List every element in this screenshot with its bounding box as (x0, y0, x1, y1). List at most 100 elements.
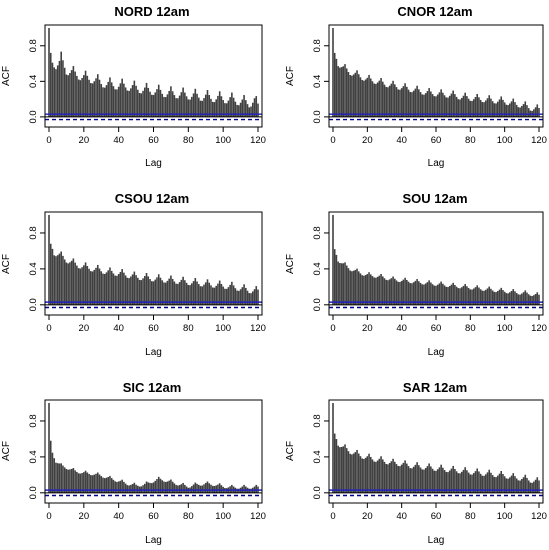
acf-bar (497, 291, 499, 305)
acf-bar (460, 97, 463, 117)
acf-bar (351, 75, 353, 117)
acf-bar (515, 478, 518, 493)
acf-panel-6: SAR 12am 0 20 40 60 80 100 120 0.0 0.4 0.8 Lag ACF (285, 380, 547, 546)
acf-bar (187, 284, 190, 305)
acf-bar (440, 464, 442, 493)
acf-bar (428, 88, 430, 117)
acf-bar (211, 287, 214, 305)
acf-bar (503, 476, 506, 493)
acf-bar (60, 463, 62, 493)
acf-bar (433, 470, 436, 493)
acf-bar (476, 93, 478, 117)
acf-panel-5: SIC 12am 0 20 40 60 80 100 120 0.0 0.4 0.8 Lag ACF (1, 380, 266, 546)
acf-bar (380, 456, 382, 493)
acf-bar (527, 108, 530, 117)
acf-bar (399, 282, 401, 305)
acf-bar (164, 282, 167, 305)
acf-bar (76, 265, 78, 305)
acf-bar (201, 485, 204, 493)
acf-bar (208, 95, 211, 117)
acf-bar (147, 482, 150, 493)
acf-bar (440, 89, 442, 117)
acf-bar (130, 484, 132, 493)
acf-bar (469, 289, 472, 305)
acf-bar (208, 282, 211, 305)
x-tick-label: 120 (250, 135, 266, 146)
acf-bar (472, 99, 475, 117)
y-tick-label: 0.4 (312, 262, 323, 275)
acf-bar (149, 91, 151, 117)
acf-bar (130, 276, 132, 305)
acf-bar (204, 282, 207, 305)
acf-bar (175, 484, 177, 493)
acf-bar (243, 95, 245, 117)
acf-bar (103, 478, 106, 493)
acf-bar (495, 103, 497, 117)
acf-bar (373, 277, 375, 305)
acf-bar (457, 99, 460, 117)
acf-bar (503, 102, 506, 117)
acf-bar (83, 472, 85, 493)
acf-bar (241, 287, 244, 305)
acf-bar (452, 90, 454, 117)
acf-bar (184, 92, 186, 117)
x-tick-label: 0 (330, 323, 335, 334)
acf-bar (184, 484, 186, 493)
y-tick-label: 0.4 (28, 450, 39, 463)
acf-bar (210, 285, 212, 305)
acf-bar (433, 285, 436, 305)
acf-bar (517, 294, 520, 305)
acf-bar (197, 284, 200, 305)
acf-bar (448, 285, 451, 305)
acf-bar (76, 75, 78, 117)
acf-bar (203, 484, 205, 493)
acf-bar (493, 103, 496, 117)
acf-bar (347, 268, 350, 305)
acf-bar (436, 469, 439, 493)
acf-bar (234, 101, 237, 117)
acf-bar (380, 77, 382, 117)
acf-bar (96, 264, 99, 305)
acf-bar (138, 279, 141, 305)
acf-bar (98, 474, 101, 493)
acf-bar (185, 96, 188, 117)
acf-bar (459, 473, 461, 493)
acf-bar (421, 94, 424, 117)
acf-bar (100, 84, 103, 117)
acf-bar (412, 90, 415, 117)
acf-bar (253, 289, 256, 305)
acf-bar (505, 478, 508, 493)
acf-bar (424, 283, 427, 305)
acf-bar (138, 93, 141, 117)
acf-bar (159, 89, 162, 117)
acf-bar (159, 277, 162, 305)
acf-bar (187, 99, 190, 117)
acf-bar (170, 86, 172, 117)
acf-bar (177, 98, 179, 117)
acf-bar (215, 285, 217, 305)
acf-bar (515, 104, 518, 117)
acf-bar (505, 104, 508, 117)
acf-bar (133, 80, 136, 117)
acf-bar (524, 474, 527, 493)
acf-bar (472, 473, 475, 493)
acf-bar (196, 483, 198, 493)
acf-bar (62, 60, 64, 117)
x-tick-label: 100 (497, 323, 513, 334)
acf-bar (83, 75, 85, 117)
acf-bar (435, 470, 437, 493)
acf-bar (225, 103, 228, 117)
acf-bar (352, 453, 355, 493)
acf-panel-4: SOU 12am 0 20 40 60 80 100 120 0.0 0.4 0.8 Lag ACF (285, 191, 547, 358)
y-tick-label: 0.0 (312, 298, 323, 311)
acf-bar (498, 473, 501, 493)
acf-bar (145, 82, 148, 117)
acf-bar (394, 278, 396, 305)
acf-bar (512, 98, 515, 117)
acf-bar (63, 259, 66, 305)
acf-bar (131, 484, 134, 493)
acf-bar (424, 468, 427, 493)
acf-bar (368, 74, 370, 117)
acf-bar (236, 290, 238, 305)
acf-bar (159, 478, 162, 493)
